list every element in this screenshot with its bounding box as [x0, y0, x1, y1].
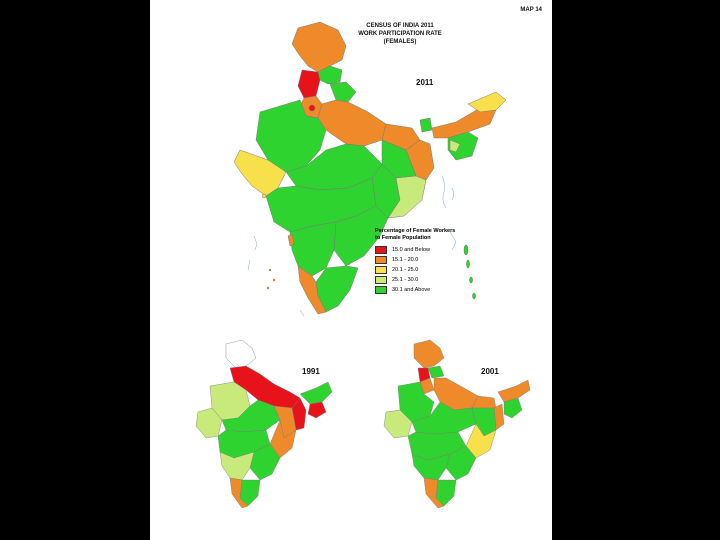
region-sikkim [419, 117, 433, 133]
legend-label: 15.1 - 20.0 [392, 257, 419, 263]
legend-title-line-1: Percentage of Female Workers [375, 228, 456, 234]
map-sheet: MAP 14 CENSUS OF INDIA 2011 WORK PARTICI… [150, 0, 552, 540]
inset1991-jammu-kashmir [225, 339, 257, 369]
region-dnh [261, 193, 267, 199]
legend-item: 30.1 and Above [375, 285, 495, 295]
region-uttar-pradesh [317, 99, 387, 147]
inset1991-karnataka [219, 451, 255, 481]
lakshadweep-islands [266, 268, 276, 290]
andaman-islands [463, 244, 476, 300]
region-assam-east [447, 131, 479, 161]
region-andhra-pradesh [333, 205, 389, 267]
legend-label: 30.1 and Above [392, 287, 431, 293]
inset-1991-year: 1991 [302, 367, 320, 376]
region-rajasthan [255, 99, 327, 173]
legend-item: 15.0 and Below [375, 245, 495, 255]
inset2001-jammu-kashmir [413, 339, 445, 369]
legend-label: 20.1 - 25.0 [392, 267, 419, 273]
title-line-1: CENSUS OF INDIA 2011 [366, 23, 434, 29]
region-uttarakhand [329, 81, 357, 103]
map-number: MAP 14 [520, 7, 542, 13]
legend-item: 15.1 - 20.0 [375, 255, 495, 265]
legend-swatch [375, 246, 387, 254]
inset-map-1991 [195, 339, 333, 509]
inset2001-karnataka [411, 453, 451, 481]
region-punjab [297, 69, 321, 99]
inset1991-kerala [229, 477, 249, 509]
region-northeast-1 [431, 107, 497, 139]
region-delhi [308, 104, 316, 112]
region-jammu-kashmir [291, 21, 347, 73]
sea-markings [247, 175, 457, 317]
title-line-2: WORK PARTICIPATION RATE [358, 31, 442, 37]
legend-title-line-2: to Female Population [375, 235, 431, 241]
inset-2001-year: 2001 [481, 367, 499, 376]
inset2001-himachal [427, 365, 445, 379]
legend-swatch [375, 276, 387, 284]
legend-label: 25.1 - 30.0 [392, 277, 419, 283]
region-tripura [449, 139, 461, 153]
map-legend: Percentage of Female Workers to Female P… [375, 228, 495, 295]
inset1991-northeast [299, 381, 333, 405]
region-kerala [297, 265, 327, 315]
legend-swatch [375, 256, 387, 264]
inset-map-2001 [383, 339, 531, 509]
main-map-2011 [233, 21, 507, 315]
inset2001-northeast [497, 379, 531, 403]
legend-swatch [375, 286, 387, 294]
title-line-3: (FEMALES) [383, 39, 417, 45]
region-odisha [387, 175, 427, 219]
legend-item: 20.1 - 25.0 [375, 265, 495, 275]
region-goa [287, 233, 295, 247]
maps-canvas [195, 21, 531, 509]
inset1991-assam [307, 401, 327, 419]
inset2001-assam [503, 397, 523, 419]
legend-item: 25.1 - 30.0 [375, 275, 495, 285]
legend-title: Percentage of Female Workers to Female P… [375, 228, 495, 242]
map-title: CENSUS OF INDIA 2011 WORK PARTICIPATION … [345, 22, 455, 46]
legend-swatch [375, 266, 387, 274]
legend-label: 15.0 and Below [392, 247, 430, 253]
region-arunachal [467, 91, 507, 113]
inset2001-kerala [423, 477, 445, 509]
main-map-year: 2011 [416, 78, 434, 87]
